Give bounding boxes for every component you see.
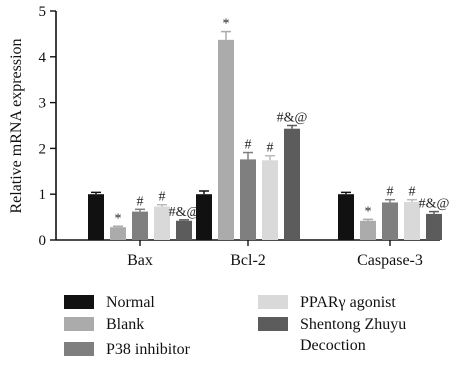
significance-label: # [245,138,252,153]
x-tick-label: Caspase-3 [357,252,423,269]
chart-legend: Normal Blank P38 inhibitor PPARγ agonist She… [60,286,452,366]
legend-label: Blank [106,316,145,333]
bar [176,220,192,240]
legend-swatch [64,317,94,331]
bar [382,202,398,240]
bar [338,194,354,240]
y-tick-label: 3 [39,96,47,112]
significance-label: #&@ [419,197,450,212]
significance-label: * [365,204,372,219]
chart-bars: *# ##&@*# ##&@*# ##&@ [88,17,449,240]
legend-swatch [258,295,288,309]
bar [132,211,148,240]
legend-label: PPARγ agonist [300,294,396,311]
significance-label: #&@ [169,205,200,220]
y-tick-label: 4 [39,50,47,66]
bar [426,213,442,240]
legend-item: P38 inhibitor [64,339,190,360]
y-tick-label: 1 [39,187,47,203]
legend-item: Normal [64,292,155,313]
significance-label: # [137,194,144,209]
bar [196,194,212,240]
bar [284,128,300,240]
significance-label: * [223,17,230,32]
y-tick-label: 0 [39,233,47,249]
legend-item: Shentong Zhuyu Decoction [258,314,406,356]
significance-label: * [115,211,122,226]
significance-label: # [159,190,166,205]
significance-label: # [387,185,394,200]
legend-label: Shentong Zhuyu Decoction [300,316,407,354]
legend-label: Normal [106,294,155,311]
y-tick-label: 5 [39,4,47,20]
bar [262,160,278,240]
significance-label: #&@ [277,111,308,126]
legend-item: PPARγ agonist [258,292,396,313]
y-axis-label: Relative mRNA expression [8,38,25,213]
legend-label: P38 inhibitor [106,341,191,358]
x-tick-label: Bcl-2 [230,252,266,269]
legend-swatch [64,295,94,309]
bar [88,194,104,240]
bar [154,206,170,240]
bar [404,201,420,240]
bar [218,39,234,240]
bar [360,220,376,240]
bar [240,159,256,240]
significance-label: # [267,141,274,156]
x-tick-label: Bax [127,252,153,269]
legend-item: Blank [64,314,144,335]
y-tick-label: 2 [39,141,47,157]
legend-swatch [64,342,94,356]
significance-label: # [409,185,416,200]
bar [110,227,126,240]
legend-swatch [258,317,288,331]
